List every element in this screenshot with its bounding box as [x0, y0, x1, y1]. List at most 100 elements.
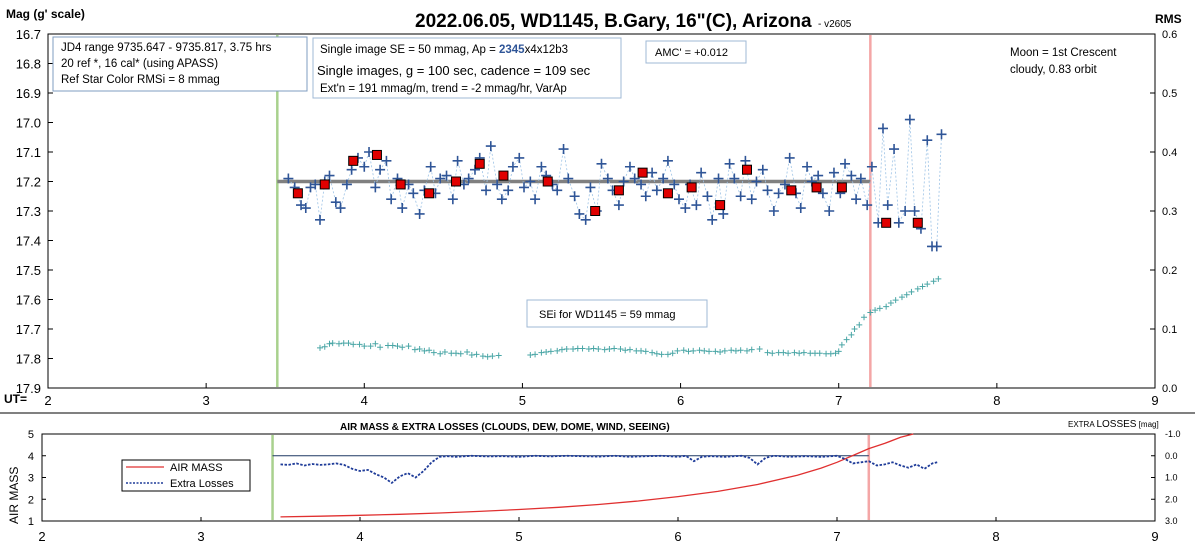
legend-airmass-label: AIR MASS	[170, 462, 223, 474]
bottom-x-tick-label: 3	[197, 529, 204, 544]
x-tick-label: 8	[993, 393, 1000, 408]
bottom-left-tick-label: 1	[28, 516, 34, 528]
rms-point	[457, 350, 464, 357]
single-image-point	[773, 188, 784, 199]
rms-point	[903, 291, 910, 298]
rms-point	[426, 347, 433, 354]
single-image-point	[580, 214, 591, 225]
single-image-point	[315, 214, 326, 225]
sei-value: SEi for WD1145 = 59 mmag	[539, 309, 675, 321]
chart-title: 2022.06.05, WD1145, B.Gary, 16"(C), Ariz…	[415, 11, 812, 32]
bottom-series	[272, 433, 938, 518]
rms-point	[394, 343, 401, 350]
x-tick-label: 7	[835, 393, 842, 408]
rms-point	[856, 321, 863, 328]
binned-point	[395, 179, 406, 190]
single-image-point	[713, 173, 724, 184]
single-image-point	[310, 179, 321, 190]
bottom-left-axis-label: AIR MASS	[7, 467, 21, 524]
info-se-line3: Ext'n = 191 mmag/m, trend = -2 mmag/hr, …	[320, 83, 567, 95]
single-image-point	[386, 194, 397, 205]
single-image-point	[851, 194, 862, 205]
left-tick-label: 17.0	[16, 116, 41, 131]
rms-point	[832, 350, 839, 357]
binned-point	[912, 217, 923, 228]
rms-point	[835, 348, 842, 355]
info-jd-line1: JD4 range 9735.647 - 9735.817, 3.75 hrs	[61, 42, 272, 54]
bottom-right-tick-label: -1.0	[1165, 429, 1181, 439]
rms-point	[908, 288, 915, 295]
single-image-point	[900, 206, 911, 216]
x-tick-label: 5	[519, 393, 526, 408]
single-image-point	[602, 173, 613, 184]
rms-point	[590, 345, 597, 352]
single-image-point	[519, 182, 530, 193]
rms-point	[622, 347, 629, 354]
rms-point	[717, 349, 724, 356]
single-image-point	[530, 194, 541, 205]
single-image-point	[359, 161, 370, 172]
rms-point	[898, 294, 905, 301]
single-image-point	[795, 203, 806, 214]
rms-point	[791, 349, 798, 356]
rms-point	[345, 340, 352, 347]
rms-point	[361, 343, 368, 350]
left-tick-label: 17.9	[16, 381, 41, 396]
rms-point	[606, 346, 613, 353]
single-image-point	[574, 208, 585, 219]
right-tick-label: 0.4	[1162, 147, 1177, 159]
rms-point	[405, 343, 412, 350]
rms-point	[861, 314, 868, 321]
rms-point	[473, 351, 480, 358]
rms-point	[848, 331, 855, 338]
rms-point	[563, 346, 570, 353]
rms-point	[595, 346, 602, 353]
right-tick-label: 0.3	[1162, 206, 1177, 218]
rms-point	[421, 347, 428, 354]
right-tick-label: 0.5	[1162, 88, 1177, 100]
rms-point	[543, 349, 550, 356]
rms-point	[924, 281, 931, 288]
rms-point	[468, 351, 475, 358]
chart-title-version: - v2605	[818, 19, 852, 30]
rms-point	[495, 352, 502, 359]
bottom-legend: AIR MASS Extra Losses	[121, 459, 251, 492]
rms-point	[601, 346, 608, 353]
single-image-point	[729, 173, 740, 184]
rms-point	[356, 341, 363, 348]
rms-point	[317, 344, 324, 351]
rms-point	[538, 349, 545, 356]
rms-point	[838, 341, 845, 348]
bottom-x-tick-label: 2	[38, 529, 45, 544]
rms-point	[701, 347, 708, 354]
right-tick-label: 0.6	[1162, 29, 1177, 41]
rms-point	[721, 347, 728, 354]
rms-point	[372, 340, 379, 347]
bottom-right-tick-label: 1.0	[1165, 473, 1178, 483]
single-image-point	[922, 135, 933, 146]
rms-point	[930, 278, 937, 285]
single-image-point	[784, 152, 795, 163]
binned-point	[424, 188, 435, 199]
rms-point	[669, 350, 676, 357]
single-image-point	[802, 161, 813, 172]
single-image-point	[740, 155, 751, 166]
left-tick-label: 16.8	[16, 57, 41, 72]
single-image-point	[452, 155, 463, 166]
binned-point	[371, 149, 382, 160]
single-image-point	[563, 173, 574, 184]
rms-point	[827, 350, 834, 357]
rms-point	[756, 346, 763, 353]
single-image-point	[691, 200, 702, 211]
binned-point	[741, 164, 752, 175]
single-image-point	[629, 173, 640, 184]
bottom-chart-title: AIR MASS & EXTRA LOSSES (CLOUDS, DEW, DO…	[340, 422, 670, 433]
rms-point	[430, 349, 437, 356]
rms-point	[685, 348, 692, 355]
rms-point	[585, 346, 592, 353]
rms-point	[642, 348, 649, 355]
binned-point	[474, 158, 485, 169]
bottom-left-tick-label: 3	[28, 473, 34, 485]
single-image-point	[640, 191, 651, 202]
